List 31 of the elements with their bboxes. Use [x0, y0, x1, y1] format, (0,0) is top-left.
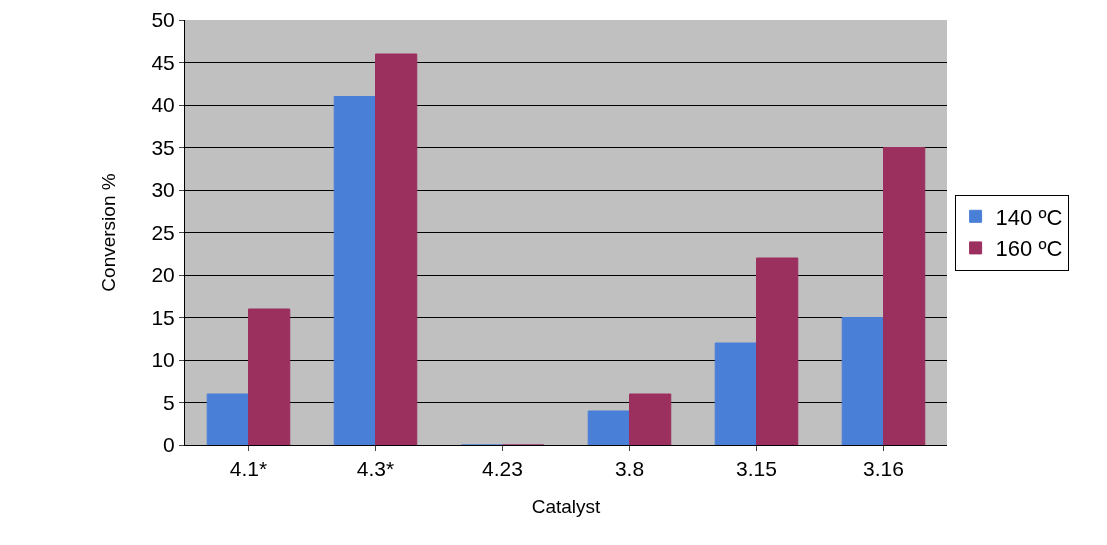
- y-tick-label: 50: [151, 8, 175, 32]
- bar: [248, 308, 291, 445]
- bar: [756, 257, 799, 445]
- bar: [333, 96, 376, 445]
- bar: [587, 410, 630, 445]
- legend-label: 140 ºC: [995, 204, 1063, 230]
- y-tick-label: 15: [151, 305, 175, 329]
- x-tick-label: 4.23: [482, 457, 523, 481]
- y-tick-label: 40: [151, 93, 175, 117]
- x-tick-label: 4.1*: [229, 457, 268, 481]
- y-tick-label: 10: [151, 348, 175, 372]
- bar: [841, 317, 884, 445]
- bar: [629, 393, 672, 445]
- bar: [883, 147, 926, 445]
- y-tick-label: 30: [151, 178, 175, 202]
- x-tick-label: 3.15: [736, 457, 777, 481]
- y-tick-label: 35: [151, 135, 175, 159]
- y-tick-label: 0: [163, 433, 175, 457]
- x-tick-label: 3.8: [614, 457, 645, 481]
- y-tick-label: 20: [151, 263, 175, 287]
- bar: [375, 53, 418, 445]
- x-axis-title: Catalyst: [531, 496, 602, 517]
- bar: [206, 393, 249, 445]
- legend-label: 160 ºC: [995, 236, 1063, 262]
- bar: [714, 342, 757, 445]
- y-tick-label: 45: [151, 50, 175, 74]
- x-tick-label: 4.3*: [356, 457, 395, 481]
- y-tick-label: 5: [163, 390, 175, 414]
- y-tick-label: 25: [151, 220, 175, 244]
- x-tick-label: 3.16: [863, 457, 904, 481]
- y-axis-title: Conversion %: [98, 173, 120, 292]
